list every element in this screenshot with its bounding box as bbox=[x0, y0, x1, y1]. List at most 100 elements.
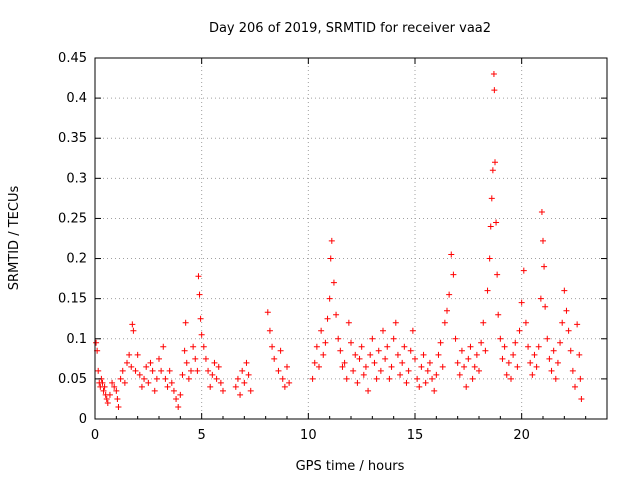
data-point bbox=[401, 343, 408, 350]
data-point bbox=[463, 383, 470, 390]
y-axis-label: SRMTID / TECUs bbox=[7, 186, 22, 291]
data-point bbox=[328, 237, 335, 244]
data-point bbox=[111, 383, 118, 390]
data-point bbox=[185, 375, 192, 382]
data-point bbox=[143, 363, 150, 370]
data-point bbox=[313, 343, 320, 350]
data-point bbox=[324, 315, 331, 322]
data-point bbox=[514, 363, 521, 370]
data-point bbox=[100, 387, 107, 394]
data-point bbox=[518, 299, 525, 306]
data-point bbox=[141, 375, 148, 382]
data-point bbox=[151, 387, 158, 394]
data-point bbox=[531, 351, 538, 358]
data-point bbox=[316, 363, 322, 370]
x-tick-label: 20 bbox=[513, 428, 530, 443]
data-point bbox=[330, 279, 337, 286]
data-point bbox=[124, 359, 130, 366]
data-point bbox=[469, 375, 476, 382]
data-point bbox=[548, 367, 555, 374]
data-point bbox=[497, 335, 504, 342]
data-point bbox=[198, 331, 205, 338]
y-tick-label: 0.15 bbox=[58, 292, 87, 307]
data-point bbox=[354, 379, 361, 386]
data-point bbox=[104, 399, 111, 406]
data-point bbox=[433, 371, 440, 378]
data-point bbox=[437, 339, 444, 346]
data-point bbox=[491, 87, 498, 94]
data-point bbox=[207, 383, 214, 390]
y-tick-label: 0.25 bbox=[58, 211, 87, 226]
data-point bbox=[510, 351, 517, 358]
data-point bbox=[422, 379, 429, 386]
data-point bbox=[277, 347, 284, 354]
data-point bbox=[147, 359, 154, 366]
data-point bbox=[215, 363, 222, 370]
data-point bbox=[456, 371, 463, 378]
x-tick-label: 0 bbox=[91, 428, 99, 443]
data-point bbox=[237, 391, 244, 398]
data-point bbox=[375, 347, 382, 354]
data-point bbox=[552, 375, 559, 382]
data-point bbox=[484, 287, 491, 294]
data-point bbox=[129, 321, 136, 328]
data-point bbox=[533, 363, 540, 370]
data-point bbox=[527, 359, 534, 366]
data-point bbox=[371, 359, 378, 366]
data-point bbox=[520, 267, 527, 274]
data-point bbox=[512, 339, 519, 346]
y-tick-label: 0.05 bbox=[58, 372, 87, 387]
data-point bbox=[454, 359, 461, 366]
data-point bbox=[158, 367, 165, 374]
data-point bbox=[541, 263, 548, 270]
data-point bbox=[138, 383, 145, 390]
x-tick-label: 10 bbox=[300, 428, 317, 443]
data-point bbox=[271, 355, 278, 362]
data-point bbox=[202, 355, 209, 362]
data-point bbox=[382, 355, 389, 362]
data-point bbox=[156, 355, 162, 362]
data-point bbox=[109, 379, 116, 386]
data-point bbox=[243, 359, 250, 366]
data-point bbox=[136, 371, 143, 378]
data-point bbox=[114, 395, 121, 402]
data-point bbox=[486, 255, 493, 262]
data-point bbox=[168, 379, 175, 386]
data-point bbox=[505, 359, 512, 366]
data-point bbox=[561, 287, 568, 294]
data-point bbox=[209, 371, 216, 378]
data-point bbox=[439, 363, 446, 370]
data-point bbox=[465, 355, 472, 362]
data-point bbox=[356, 355, 363, 362]
data-point bbox=[179, 371, 186, 378]
data-point bbox=[397, 371, 404, 378]
data-point bbox=[377, 367, 384, 374]
y-tick-label: 0.45 bbox=[58, 51, 87, 66]
data-point bbox=[412, 355, 418, 362]
data-point bbox=[130, 327, 137, 334]
data-point bbox=[360, 371, 367, 378]
data-point bbox=[200, 343, 207, 350]
data-point bbox=[537, 295, 544, 302]
data-point bbox=[384, 343, 391, 350]
data-point bbox=[318, 327, 325, 334]
data-point bbox=[482, 347, 489, 354]
data-point bbox=[170, 387, 177, 394]
data-point bbox=[450, 271, 457, 278]
data-point bbox=[414, 375, 421, 382]
data-point bbox=[578, 395, 585, 402]
data-point bbox=[160, 343, 167, 350]
data-point bbox=[126, 351, 133, 358]
data-point bbox=[345, 319, 352, 326]
data-point bbox=[535, 343, 542, 350]
data-point bbox=[339, 363, 346, 370]
data-point bbox=[197, 315, 204, 322]
data-point bbox=[403, 379, 410, 386]
data-point bbox=[115, 403, 122, 410]
data-point bbox=[546, 355, 553, 362]
data-point bbox=[538, 209, 545, 216]
data-point bbox=[448, 251, 455, 258]
data-point bbox=[106, 391, 113, 398]
data-point bbox=[132, 367, 139, 374]
data-point bbox=[435, 351, 442, 358]
